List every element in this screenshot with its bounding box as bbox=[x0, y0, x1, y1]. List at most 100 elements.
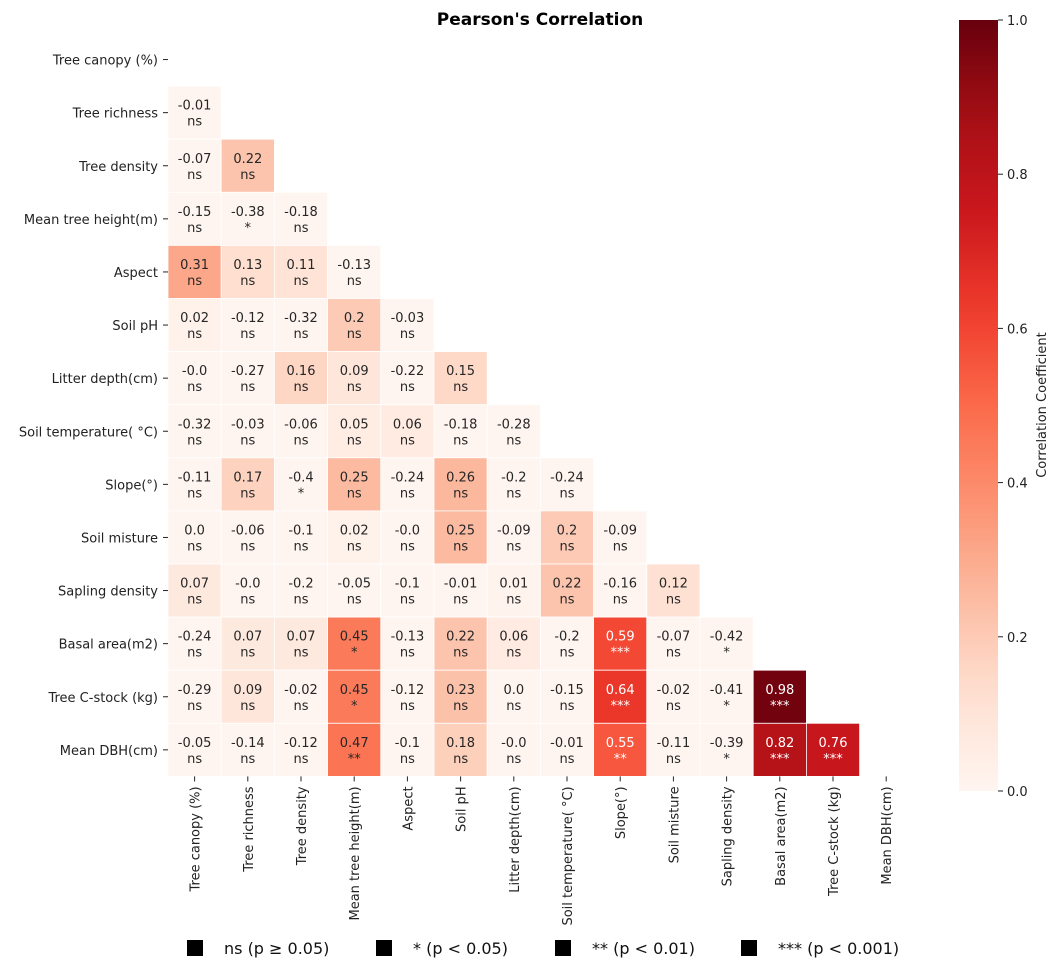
heatmap-cell-9-2 bbox=[273, 510, 328, 565]
x-tick-label-soil-misture: Soil misture bbox=[667, 786, 682, 863]
cell-significance-label: ns bbox=[453, 380, 468, 395]
cell-value-label: -0.11 bbox=[178, 470, 212, 485]
cell-significance-label: ns bbox=[293, 274, 308, 289]
cell-value-label: 0.0 bbox=[184, 523, 205, 538]
x-tick-label-litter-depth-cm: Litter depth(cm) bbox=[508, 786, 523, 892]
heatmap-cell-10-9 bbox=[646, 563, 701, 618]
cell-significance-label: ns bbox=[240, 433, 255, 448]
cell-significance-label: ns bbox=[293, 699, 308, 714]
colorbar-tick-label: 0.2 bbox=[1007, 631, 1028, 646]
cell-significance-label: ns bbox=[666, 646, 681, 661]
heatmap-cell-12-3 bbox=[327, 669, 382, 724]
cell-value-label: -0.07 bbox=[178, 152, 212, 167]
heatmap-cell-9-8 bbox=[593, 510, 648, 565]
cell-significance-label: ns bbox=[559, 539, 574, 554]
cell-significance-label: ns bbox=[187, 486, 202, 501]
y-tick-labels: Tree canopy (%) Tree richness Tree density… bbox=[19, 54, 168, 759]
heatmap-cell-13-2 bbox=[273, 722, 328, 777]
heatmap-cell-13-10 bbox=[699, 722, 754, 777]
cell-significance-label: ns bbox=[347, 380, 362, 395]
cell-significance-label: ns bbox=[400, 752, 415, 767]
cell-significance-label: ns bbox=[240, 699, 255, 714]
heatmap-cell-13-0 bbox=[167, 722, 222, 777]
x-tick-label-aspect: Aspect bbox=[401, 786, 416, 830]
cell-value-label: -0.29 bbox=[178, 683, 212, 698]
heatmap-cell-7-3 bbox=[327, 404, 382, 459]
cell-value-label: -0.39 bbox=[710, 736, 744, 751]
cell-significance-label: ns bbox=[666, 752, 681, 767]
cell-significance-label: ns bbox=[453, 699, 468, 714]
cell-value-label: 0.55 bbox=[606, 736, 635, 751]
heatmap-cell-11-3 bbox=[327, 616, 382, 671]
cell-significance-label: ns bbox=[347, 433, 362, 448]
cell-value-label: -0.4 bbox=[288, 470, 313, 485]
cell-significance-label: ns bbox=[453, 646, 468, 661]
x-tick-label-tree-canopy: Tree canopy (%) bbox=[189, 786, 204, 892]
legend-square-icon bbox=[187, 940, 203, 956]
cell-significance-label: * bbox=[351, 646, 358, 661]
cell-value-label: 0.15 bbox=[446, 364, 475, 379]
y-tick-label-mean-tree-height-m: Mean tree height(m) bbox=[24, 213, 158, 228]
heatmap-cell-13-8 bbox=[593, 722, 648, 777]
heatmap-cell-10-0 bbox=[167, 563, 222, 618]
legend-square-icon bbox=[555, 940, 571, 956]
cell-value-label: -0.2 bbox=[501, 470, 526, 485]
cell-significance-label: ns bbox=[187, 539, 202, 554]
heatmap-cell-12-9 bbox=[646, 669, 701, 724]
heatmap-cell-10-2 bbox=[273, 563, 328, 618]
legend-square-icon bbox=[376, 940, 392, 956]
cell-value-label: -0.13 bbox=[391, 630, 425, 645]
cell-value-label: -0.01 bbox=[550, 736, 584, 751]
cell-significance-label: ns bbox=[453, 539, 468, 554]
heatmap-cell-3-0 bbox=[167, 191, 222, 246]
cell-significance-label: ns bbox=[559, 646, 574, 661]
heatmap-cell-1-0 bbox=[167, 85, 222, 140]
legend-label: ns (p ≥ 0.05) bbox=[224, 939, 329, 958]
heatmap-cell-5-3 bbox=[327, 298, 382, 352]
cell-significance-label: ns bbox=[453, 433, 468, 448]
cell-significance-label: ns bbox=[293, 593, 308, 608]
heatmap-cell-7-5 bbox=[433, 404, 488, 459]
cell-significance-label: ns bbox=[400, 593, 415, 608]
x-tick-label-tree-richness: Tree richness bbox=[242, 786, 257, 873]
cell-value-label: 0.11 bbox=[287, 258, 316, 273]
x-tick-label-tree-c-stock-kg: Tree C-stock (kg) bbox=[827, 786, 842, 897]
cell-significance-label: * bbox=[245, 221, 252, 236]
heatmap-cell-10-4 bbox=[380, 563, 435, 618]
heatmap-cell-7-1 bbox=[220, 404, 275, 459]
colorbar: 0.0 0.2 0.4 0.6 0.8 1.0 bbox=[959, 14, 1028, 800]
cell-value-label: 0.31 bbox=[180, 258, 209, 273]
cell-significance-label: ns bbox=[506, 539, 521, 554]
cell-value-label: -0.18 bbox=[284, 205, 318, 220]
heatmap-cell-7-0 bbox=[167, 404, 222, 459]
cell-significance-label: * bbox=[723, 752, 730, 767]
heatmap-cell-13-6 bbox=[486, 722, 541, 777]
cell-value-label: 0.45 bbox=[340, 630, 369, 645]
heatmap-cell-2-0 bbox=[167, 138, 222, 193]
cell-value-label: -0.1 bbox=[395, 577, 420, 592]
heatmap-cell-13-9 bbox=[646, 722, 701, 777]
cell-value-label: 0.16 bbox=[287, 364, 316, 379]
colorbar-tick-label: 0.8 bbox=[1007, 168, 1028, 183]
cell-value-label: 0.18 bbox=[446, 736, 475, 751]
cell-value-label: -0.12 bbox=[231, 311, 265, 326]
cell-value-label: -0.28 bbox=[497, 417, 531, 432]
cell-value-label: 0.0 bbox=[503, 683, 524, 698]
colorbar-gradient bbox=[959, 20, 998, 791]
cell-significance-label: ns bbox=[187, 221, 202, 236]
heatmap-cell-10-1 bbox=[220, 563, 275, 618]
cell-value-label: 0.05 bbox=[340, 417, 369, 432]
cell-significance-label: ns bbox=[559, 593, 574, 608]
cell-value-label: -0.07 bbox=[657, 630, 691, 645]
cell-value-label: -0.32 bbox=[178, 417, 212, 432]
cell-value-label: 0.22 bbox=[553, 577, 582, 592]
legend-square-icon bbox=[741, 940, 757, 956]
cell-value-label: -0.13 bbox=[337, 258, 371, 273]
heatmap-cell-12-8 bbox=[593, 669, 648, 724]
heatmap-cell-12-10 bbox=[699, 669, 754, 724]
heatmap-cell-7-6 bbox=[486, 404, 541, 459]
heatmap-cell-11-5 bbox=[433, 616, 488, 671]
y-tick-label-tree-density: Tree density bbox=[78, 160, 158, 175]
cell-value-label: -0.11 bbox=[657, 736, 691, 751]
heatmap-cell-12-2 bbox=[273, 669, 328, 724]
